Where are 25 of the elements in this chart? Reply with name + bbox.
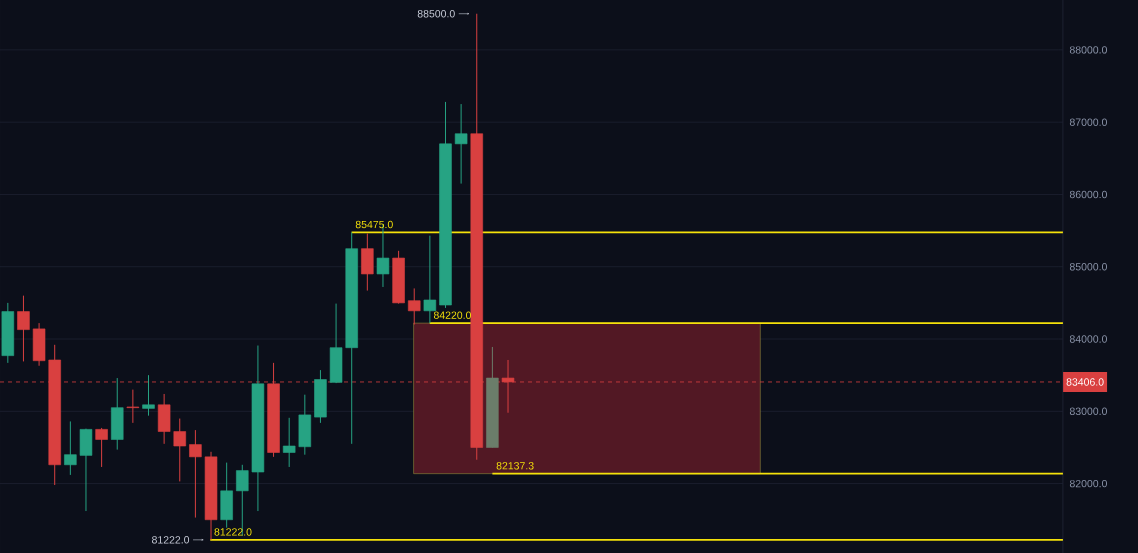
ref-line-label: 83406.0 bbox=[1066, 378, 1104, 386]
y-tick-label: 83000.0 bbox=[1069, 407, 1107, 416]
candlestick bbox=[282, 417, 296, 468]
y-tick-label: 87000.0 bbox=[1069, 118, 1107, 126]
candlestick bbox=[407, 287, 421, 326]
candlestick bbox=[173, 418, 186, 482]
y-tick-label: 88000.0 bbox=[1069, 46, 1107, 54]
ref-line-label: 82137.3 bbox=[496, 462, 534, 470]
y-tick-label: 86000.0 bbox=[1069, 190, 1107, 199]
candlestick bbox=[64, 420, 77, 476]
annotation: 88500.0 bbox=[417, 10, 455, 18]
candlestick bbox=[95, 427, 108, 468]
candlestick bbox=[142, 374, 155, 417]
ref-line-label: 81222.0 bbox=[214, 528, 252, 536]
annotation: 81222.0 bbox=[152, 536, 190, 544]
ref-line-label: 84220.0 bbox=[433, 311, 471, 319]
candlestick bbox=[189, 429, 202, 519]
y-tick-label: 85000.0 bbox=[1069, 263, 1107, 271]
candlestick bbox=[454, 103, 468, 185]
y-tick-label: 84000.0 bbox=[1069, 335, 1107, 343]
candlestick bbox=[126, 389, 140, 424]
ref-line-label: 85475.0 bbox=[355, 220, 393, 229]
candlestick bbox=[501, 359, 515, 414]
y-tick-label: 82000.0 bbox=[1069, 479, 1107, 488]
candlestick bbox=[17, 295, 30, 362]
